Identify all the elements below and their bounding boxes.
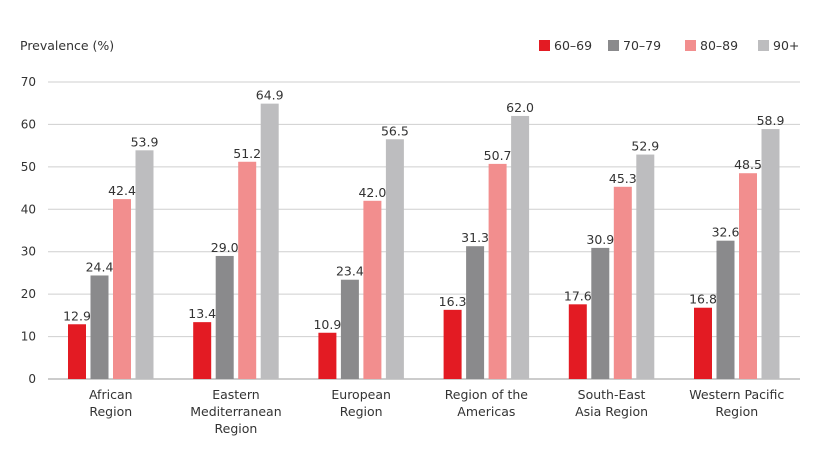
bar	[761, 129, 780, 379]
y-tick-label: 10	[21, 330, 36, 344]
y-tick-label: 50	[21, 160, 36, 174]
y-axis-ticks: 0 10 20 30 40 50 60 70	[21, 75, 36, 386]
bar-value-label: 30.9	[586, 232, 614, 247]
bar	[193, 322, 212, 379]
y-tick-label: 30	[21, 245, 36, 259]
bar-value-label: 42.4	[108, 183, 136, 198]
bar	[443, 309, 462, 379]
bar-value-label: 64.9	[256, 88, 284, 103]
x-category-label: Asia Region	[575, 404, 648, 419]
y-tick-label: 0	[28, 372, 36, 386]
bar	[363, 200, 382, 379]
x-category-label: Western Pacific	[689, 387, 784, 402]
bar	[739, 173, 757, 379]
bar-value-label: 31.3	[461, 230, 489, 245]
bar-value-label: 58.9	[757, 113, 785, 128]
bar-value-label: 16.3	[439, 294, 467, 309]
bar	[591, 247, 610, 379]
x-category-label: Mediterranean	[190, 404, 281, 419]
bar	[694, 307, 712, 379]
x-category-label: South-East	[578, 387, 646, 402]
bar-value-label: 62.0	[506, 100, 534, 115]
bar-value-label: 29.0	[211, 240, 239, 255]
x-category-label: Americas	[457, 404, 515, 419]
legend: 60–69 70–79 80–89 90+	[539, 38, 799, 53]
legend-swatch	[539, 40, 550, 51]
x-category-label: Region	[89, 404, 132, 419]
bar-value-label: 52.9	[631, 139, 659, 154]
bar	[466, 246, 485, 379]
bar	[215, 255, 234, 379]
bar-value-label: 16.8	[689, 292, 717, 307]
bar-value-label: 12.9	[63, 308, 91, 323]
bar-value-label: 17.6	[564, 288, 592, 303]
legend-label: 90+	[773, 38, 799, 53]
bar	[238, 161, 257, 379]
bar	[135, 150, 154, 379]
bar	[568, 304, 587, 379]
bar-value-label: 32.6	[712, 225, 740, 240]
bar	[113, 199, 131, 379]
bar-value-label: 50.7	[484, 148, 512, 163]
bar-value-label: 13.4	[188, 306, 216, 321]
bar-value-label: 56.5	[381, 123, 409, 138]
bar	[318, 332, 337, 379]
bar	[260, 103, 279, 379]
x-category-label: Region	[215, 421, 258, 436]
bar	[385, 139, 404, 379]
legend-swatch	[685, 40, 696, 51]
bar-value-label: 45.3	[609, 171, 637, 186]
bar-value-label: 10.9	[313, 317, 341, 332]
bar	[68, 324, 86, 379]
x-category-label: Region of the	[445, 387, 529, 402]
x-category-label: European	[331, 387, 391, 402]
x-category-label: African	[89, 387, 133, 402]
y-tick-label: 60	[21, 117, 36, 131]
bar	[613, 186, 632, 379]
x-category-label: Eastern	[212, 387, 260, 402]
legend-swatch	[758, 40, 769, 51]
bar	[488, 163, 507, 379]
bar-value-label: 23.4	[336, 264, 364, 279]
y-tick-label: 40	[21, 202, 36, 216]
bar-value-label: 24.4	[86, 259, 114, 274]
bar	[340, 279, 359, 379]
bar	[636, 154, 655, 379]
bars	[68, 103, 780, 379]
y-axis-title: Prevalence (%)	[20, 38, 114, 53]
legend-label: 60–69	[554, 38, 592, 53]
gridlines	[48, 81, 800, 380]
y-tick-label: 70	[21, 75, 36, 89]
bar-value-label: 42.0	[358, 185, 386, 200]
legend-label: 70–79	[623, 38, 661, 53]
x-axis-category-labels: African Region Eastern Mediterranean Region E…	[89, 387, 784, 436]
bar	[716, 240, 735, 379]
data-labels: 12.9 24.4 42.4 53.9 13.4 29.0 51.2 64.9 10.9 23.4…	[63, 88, 784, 332]
bar-value-label: 51.2	[233, 146, 261, 161]
x-category-label: Region	[715, 404, 758, 419]
bar	[90, 275, 109, 379]
legend-label: 80–89	[700, 38, 738, 53]
bar-value-label: 53.9	[131, 134, 159, 149]
bar-value-label: 48.5	[734, 157, 762, 172]
bar	[511, 115, 530, 379]
legend-swatch	[608, 40, 619, 51]
x-category-label: Region	[340, 404, 383, 419]
y-tick-label: 20	[21, 287, 36, 301]
